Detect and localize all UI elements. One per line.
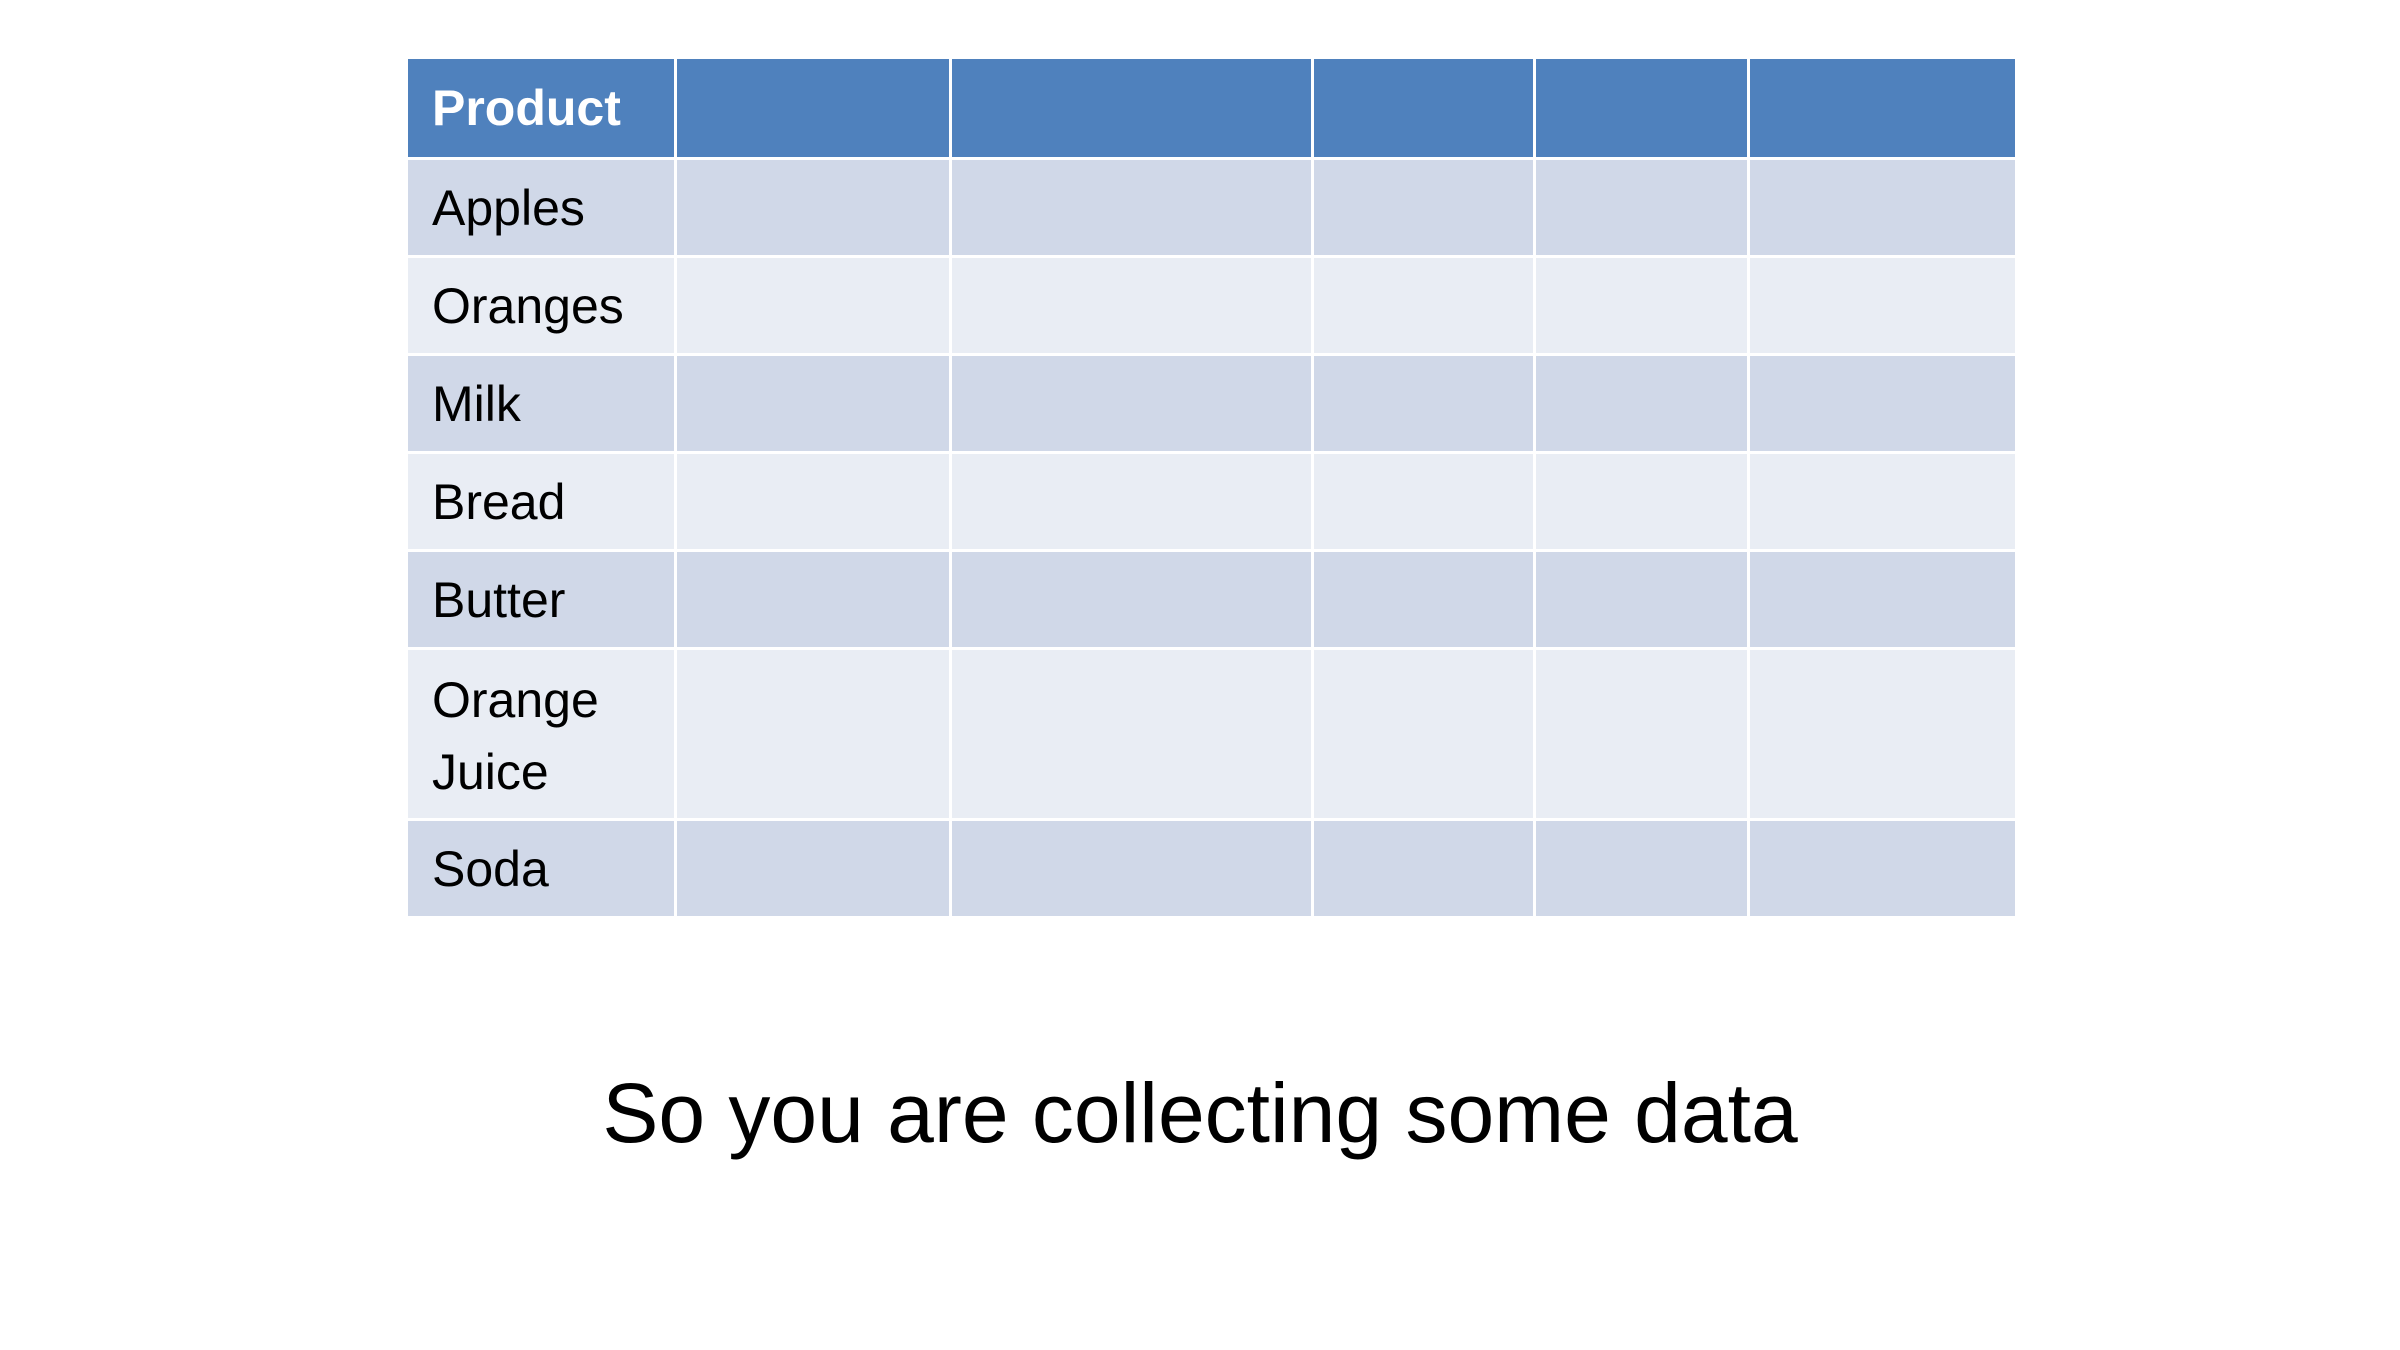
- table-cell: [1747, 549, 2018, 650]
- product-name-cell: Soda: [405, 818, 677, 919]
- table-cell: [1311, 353, 1536, 454]
- table-cell: [1747, 818, 2018, 919]
- header-cell-product: Product: [405, 56, 677, 160]
- table-cell: [1311, 451, 1536, 552]
- table-cell: [1533, 157, 1750, 258]
- table-cell: [949, 353, 1314, 454]
- header-cell: [1533, 56, 1750, 160]
- table-cell: [1747, 647, 2018, 821]
- product-name-cell: Oranges: [405, 255, 677, 356]
- table-row: Orange Juice: [405, 647, 2018, 821]
- product-name-cell: Apples: [405, 157, 677, 258]
- table-cell: [1311, 549, 1536, 650]
- table-cell: [949, 647, 1314, 821]
- table-header-row: Product: [405, 56, 2018, 160]
- table-cell: [1747, 157, 2018, 258]
- product-name-cell: Milk: [405, 353, 677, 454]
- header-cell: [674, 56, 952, 160]
- product-name-cell: Orange Juice: [405, 647, 677, 821]
- table-cell: [674, 549, 952, 650]
- table-row: Oranges: [405, 255, 2018, 356]
- table-cell: [1533, 451, 1750, 552]
- table-cell: [1533, 549, 1750, 650]
- product-name-cell: Bread: [405, 451, 677, 552]
- table-cell: [1311, 818, 1536, 919]
- table-cell: [949, 157, 1314, 258]
- table-cell: [1747, 255, 2018, 356]
- table-cell: [1311, 157, 1536, 258]
- header-cell: [949, 56, 1314, 160]
- table-cell: [674, 451, 952, 552]
- table-cell: [1533, 647, 1750, 821]
- table-cell: [949, 451, 1314, 552]
- table-cell: [674, 255, 952, 356]
- table-cell: [1533, 818, 1750, 919]
- table-cell: [1311, 647, 1536, 821]
- table-cell: [674, 157, 952, 258]
- table-row: Soda: [405, 818, 2018, 919]
- table-cell: [1311, 255, 1536, 356]
- table-row: Apples: [405, 157, 2018, 258]
- product-table: Product Apples Oranges Milk: [405, 56, 2018, 919]
- table-cell: [949, 549, 1314, 650]
- header-cell: [1311, 56, 1536, 160]
- table-cell: [949, 255, 1314, 356]
- table-row: Bread: [405, 451, 2018, 552]
- table-row: Milk: [405, 353, 2018, 454]
- table-cell: [1533, 353, 1750, 454]
- product-name-cell: Butter: [405, 549, 677, 650]
- slide-caption: So you are collecting some data: [602, 1066, 1798, 1160]
- table-cell: [1747, 353, 2018, 454]
- table-cell: [1747, 451, 2018, 552]
- table-cell: [674, 647, 952, 821]
- table-row: Butter: [405, 549, 2018, 650]
- table-cell: [1533, 255, 1750, 356]
- table-cell: [674, 818, 952, 919]
- table-cell: [674, 353, 952, 454]
- header-cell: [1747, 56, 2018, 160]
- table-cell: [949, 818, 1314, 919]
